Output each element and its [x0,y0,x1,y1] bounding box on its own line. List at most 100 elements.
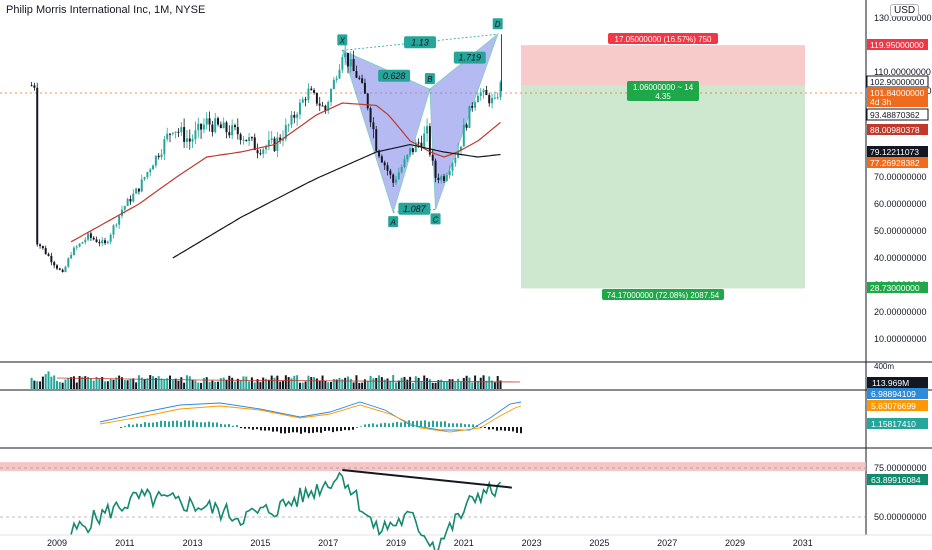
macd-histogram-bar [488,427,490,430]
time-axis-tick: 2025 [589,538,609,548]
volume-bar [363,379,366,389]
volume-bar [84,376,87,389]
candle-body [135,188,138,194]
candle-body [403,159,406,168]
macd-histogram-bar [472,424,474,427]
macd-histogram-bar [412,421,414,427]
price-axis-tick: 40.00000000 [874,253,927,263]
volume-bar [296,375,299,389]
candle-body [185,138,188,142]
volume-bar [372,378,375,389]
volume-bar [157,376,160,389]
candle-body [454,157,457,164]
volume-bar [383,379,386,389]
volume-bar [214,381,217,389]
macd-histogram-bar [364,424,366,427]
price-axis-tick: 110.00000000 [874,67,931,77]
candle-body [78,243,81,247]
macd-histogram-bar [392,422,394,427]
volume-bar [120,377,123,389]
macd-histogram-bar [324,427,326,432]
volume-bar [61,382,64,389]
candle-body [64,266,67,272]
price-label: 119.95000000 [870,40,924,50]
candle-body [154,155,157,166]
volume-bar [313,377,316,389]
price-label: 93.48870362 [870,110,920,120]
volume-bar [488,376,491,389]
macd-histogram-bar [416,420,418,427]
volume-bar [129,379,132,389]
volume-bar [471,382,474,389]
macd-histogram-bar [196,422,198,427]
candle-body [471,105,474,108]
candle-body [400,167,403,173]
currency-badge[interactable]: USD [890,4,920,17]
position-entry-label: 4.35 [655,92,671,101]
candle-body [95,239,98,243]
volume-bar [485,380,488,389]
volume-bar [414,376,417,389]
candle-body [335,78,338,80]
candle-body [194,130,197,140]
time-axis-tick: 2027 [657,538,677,548]
volume-bar [327,382,330,389]
candle-body [437,177,440,181]
candle-body [70,254,73,259]
macd-histogram-bar [216,422,218,427]
macd-histogram-bar [320,427,322,433]
candle-body [290,114,293,125]
volume-bar [70,377,73,389]
volume-bar [163,379,166,389]
macd-histogram-bar [428,421,430,427]
volume-bar [406,379,409,389]
candle-body [208,118,211,125]
candle-body [140,179,143,192]
harmonic-ratio-box [378,69,411,82]
candle-body [146,172,149,178]
volume-bar [123,380,126,389]
candle-body [47,254,50,256]
macd-histogram-bar [520,427,522,434]
macd-histogram-bar [344,427,346,431]
macd-histogram-bar [192,420,194,427]
time-axis-tick: 2029 [725,538,745,548]
candle-body [366,93,369,109]
harmonic-ratio-label: 0.628 [383,71,406,81]
macd-histogram-bar [244,427,246,429]
volume-bar [431,382,434,389]
candle-body [67,258,70,267]
macd-histogram-bar [248,427,250,429]
volume-bar [476,380,479,389]
volume-ma-line [56,377,521,383]
candle-body [104,240,107,243]
candle-body [307,88,310,101]
candle-body [174,131,177,133]
candle-body [344,53,347,57]
macd-histogram-bar [452,423,454,427]
macd-histogram-bar [316,427,318,433]
candle-body [233,125,236,128]
volume-bar [72,376,75,389]
macd-histogram-bar [168,421,170,427]
volume-bar [191,379,194,389]
candle-body [443,176,446,181]
volume-bar [253,382,256,389]
candle-body [197,123,200,131]
time-axis-tick: 2017 [318,538,338,548]
macd-histogram-bar [264,427,266,431]
candle-body [327,102,330,111]
volume-bar [30,377,33,389]
harmonic-ratio-box [404,36,437,49]
macd-label: 5.83076699 [871,401,916,411]
candle-body [39,244,42,246]
candle-body [324,105,327,111]
volume-bar [315,378,318,389]
time-axis-tick: 2009 [47,538,67,548]
macd-histogram-bar [516,427,518,433]
volume-axis-tick: 400m [874,362,894,371]
macd-line [99,401,522,431]
candle-body [313,90,316,93]
candle-body [267,139,270,147]
